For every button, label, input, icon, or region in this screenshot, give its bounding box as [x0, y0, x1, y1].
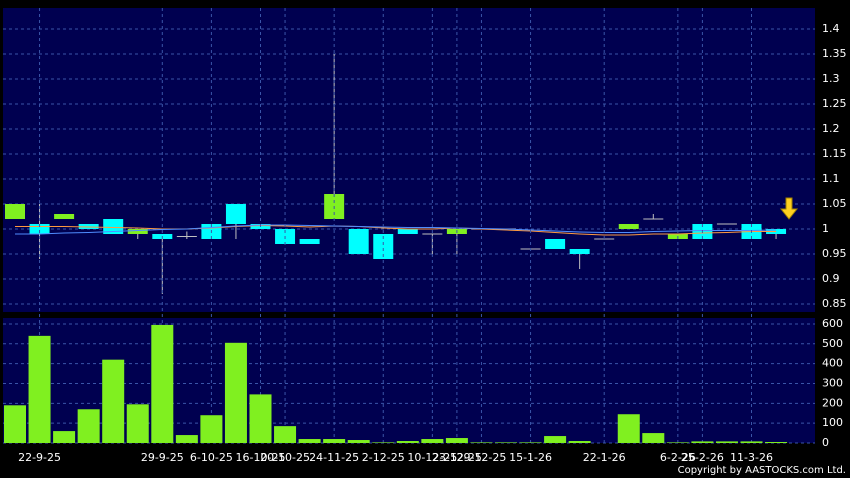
volume-bar [740, 441, 763, 443]
volume-bar [347, 440, 370, 443]
candle-body [103, 219, 124, 234]
candle-body [569, 249, 590, 254]
x-tick-label: 11-3-26 [730, 451, 773, 464]
y-tick-label: 300 [822, 376, 843, 389]
candle-body [127, 229, 148, 234]
x-tick-label: 23-12-25 [432, 451, 482, 464]
candle-body [373, 234, 394, 259]
y-tick-label: 1.3 [822, 72, 840, 85]
y-tick-label: 0 [822, 436, 829, 449]
y-tick-label: 200 [822, 396, 843, 409]
volume-bar [568, 441, 591, 443]
x-tick-label: 24-11-25 [309, 451, 359, 464]
volume-bar [53, 431, 76, 443]
volume-bar [470, 442, 493, 443]
candle-body [29, 224, 50, 234]
candle-body [54, 214, 75, 219]
candle-body [176, 236, 197, 237]
candle-body [422, 233, 443, 235]
volume-bar [421, 439, 444, 443]
y-tick-label: 1.15 [822, 147, 847, 160]
y-tick-label: 1.4 [822, 22, 840, 35]
x-tick-label: 25-2-26 [681, 451, 724, 464]
last-arrow [779, 197, 799, 220]
moving-average [15, 224, 777, 235]
volume-bar [298, 439, 321, 443]
price-plot [3, 8, 815, 312]
y-tick-label: 1.35 [822, 47, 847, 60]
volume-bar [224, 342, 247, 443]
y-tick-label: 600 [822, 317, 843, 330]
volume-bar [642, 433, 665, 443]
y-tick-label: 1.2 [822, 122, 840, 135]
x-tick-label: 29-12-25 [456, 451, 506, 464]
y-tick-label: 0.85 [822, 297, 847, 310]
candle-body [225, 204, 246, 224]
y-tick-label: 1.05 [822, 197, 847, 210]
volume-bar [617, 414, 640, 443]
volume-bar [200, 415, 223, 443]
x-tick-label: 6-10-25 [190, 451, 233, 464]
y-tick-label: 0.9 [822, 272, 840, 285]
volume-bar [765, 442, 788, 443]
x-tick-label: 22-1-26 [583, 451, 626, 464]
x-tick-label: 16-10-25 [236, 451, 286, 464]
volume-bar [4, 405, 26, 443]
volume-bar [249, 394, 272, 443]
volume-bar [495, 442, 517, 443]
volume-bar [28, 335, 51, 443]
candle-body [397, 229, 418, 234]
volume-bar [666, 442, 689, 443]
candle-body [716, 223, 737, 225]
moving-average [15, 224, 777, 236]
candle-body [5, 204, 25, 219]
volume-bar [175, 435, 198, 443]
y-tick-label: 1.25 [822, 97, 847, 110]
candle-body [618, 224, 639, 229]
x-tick-label: 2-12-25 [362, 451, 405, 464]
y-tick-label: 0.95 [822, 247, 847, 260]
volume-bar [715, 441, 738, 443]
x-tick-label: 29-9-25 [141, 451, 184, 464]
y-tick-label: 400 [822, 357, 843, 370]
candle-body [348, 229, 369, 254]
y-tick-label: 100 [822, 416, 843, 429]
x-tick-label: 22-9-25 [18, 451, 61, 464]
volume-bar [544, 436, 567, 443]
volume-bar [445, 438, 468, 443]
volume-bar [102, 359, 125, 443]
volume-bar [519, 442, 542, 443]
volume-bar [274, 426, 297, 443]
volume-bar [396, 441, 419, 443]
copyright: Copyright by AASTOCKS.com Ltd. [678, 465, 846, 476]
x-tick-label: 10-12-25 [407, 451, 457, 464]
candle-body [299, 239, 320, 244]
candle-body [643, 218, 664, 220]
volume-bar [691, 441, 714, 443]
volume-bar [151, 324, 174, 443]
y-tick-label: 1 [822, 222, 829, 235]
y-tick-label: 500 [822, 337, 843, 350]
x-tick-label: 6-2-26 [660, 451, 696, 464]
y-tick-label: 1.1 [822, 172, 840, 185]
volume-bar [77, 409, 100, 443]
x-tick-label: 15-1-26 [509, 451, 552, 464]
x-tick-label: 20-10-25 [260, 451, 310, 464]
layers: 0.85 0.9 0.95 1 1.05 1.1 1.15 1.2 1.25 1.3 1.35 1.4… [3, 8, 847, 464]
volume-bar [323, 439, 346, 443]
volume-plot [3, 318, 815, 443]
volume-bar [126, 404, 149, 443]
candle-body [545, 239, 566, 249]
volume-bar [372, 442, 395, 443]
